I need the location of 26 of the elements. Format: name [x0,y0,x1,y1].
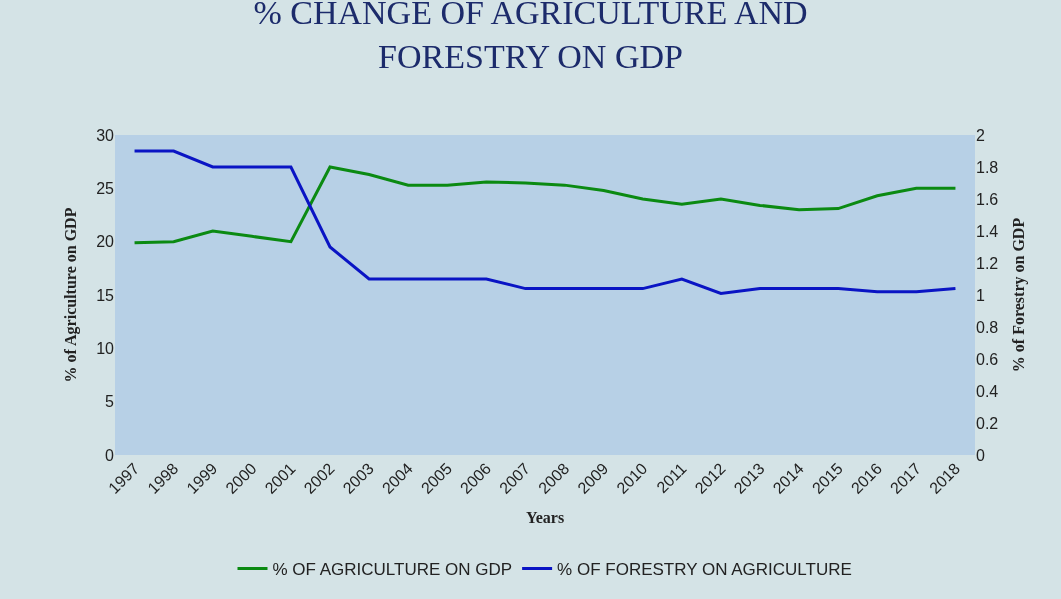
legend-label: % OF AGRICULTURE ON GDP [272,560,513,580]
y2-tick-label: 1.2 [976,254,999,272]
y-tick-label: 10 [96,339,115,357]
chart-title: % CHANGE OF AGRICULTURE AND FORESTRY ON GDP [253,0,808,76]
x-axis-title: Years [525,508,565,526]
y-tick-label: 15 [96,286,115,304]
y2-tick-label: 0.8 [976,318,999,336]
y-tick-label: 20 [96,233,115,251]
y2-tick-label: 1.8 [976,158,999,176]
y2-tick-label: 1.6 [976,190,999,208]
line-series [133,165,957,245]
y-tick-label: 0 [105,446,115,464]
y-tick-label: 25 [96,179,115,197]
y-tick-label: 5 [105,393,115,411]
y-axis-title: % of Agriculture on GDP [62,207,81,383]
y2-tick-label: 0.4 [976,382,999,400]
y2-tick-label: 0 [976,446,985,464]
y2-tick-label: 0.2 [976,414,999,432]
y2-tick-label: 1 [976,286,985,304]
y2-tick-label: 2 [976,126,985,144]
line-series [133,149,957,295]
y-tick-label: 30 [96,126,115,144]
legend-label: % OF FORESTRY ON AGRICULTURE [557,560,852,580]
y2-axis-title: % of Forestry on GDP [1010,217,1029,373]
y2-tick-label: 0.6 [976,350,999,368]
y2-tick-label: 1.4 [976,222,999,240]
